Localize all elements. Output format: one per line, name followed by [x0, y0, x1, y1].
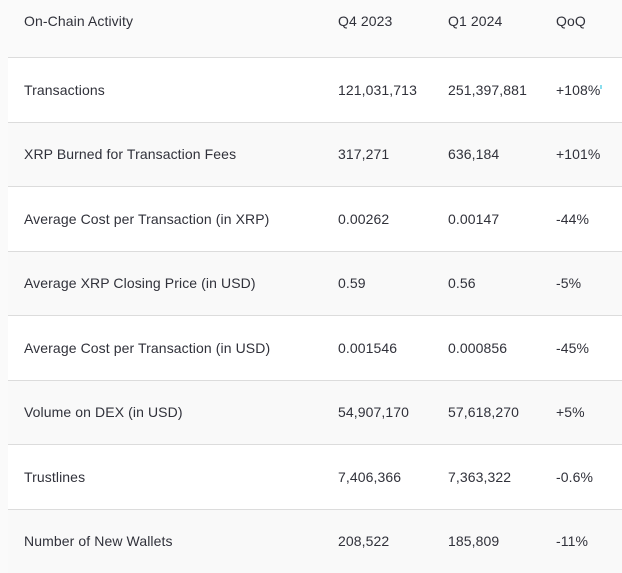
- q4-2023-value: 0.00262: [338, 210, 390, 227]
- qoq-value: -44%: [556, 210, 590, 227]
- table-row-new-wallets: Number of New Wallets 208,522 185,809 -1…: [8, 508, 622, 573]
- column-header-q4-2023: Q4 2023: [338, 13, 393, 29]
- table-row-trustlines: Trustlines 7,406,366 7,363,322 -0.6%: [8, 444, 622, 509]
- q4-2023-value: 54,907,170: [338, 404, 410, 421]
- table-row-avg-closing-price: Average XRP Closing Price (in USD) 0.59 …: [8, 250, 622, 315]
- q4-2023-value: 0.001546: [338, 339, 398, 356]
- q1-2024-value: 0.56: [448, 275, 476, 292]
- row-label: XRP Burned for Transaction Fees: [24, 146, 237, 163]
- q1-2024-value: 636,184: [448, 146, 500, 163]
- table-header-row: On-Chain Activity Q4 2023 Q1 2024 QoQ: [8, 0, 622, 57]
- qoq-value: +108%: [556, 81, 601, 98]
- column-header-q1-2024: Q1 2024: [448, 13, 503, 29]
- qoq-value: -45%: [556, 339, 590, 356]
- q4-2023-value: 317,271: [338, 146, 390, 163]
- qoq-value: -11%: [556, 533, 589, 550]
- row-label: Average Cost per Transaction (in USD): [24, 339, 271, 356]
- q1-2024-value: 185,809: [448, 533, 500, 550]
- row-label: Transactions: [24, 81, 105, 98]
- qoq-value: +101%: [556, 146, 601, 163]
- qoq-value: +5%: [556, 404, 585, 421]
- cursor-artifact-dot: [600, 85, 602, 89]
- qoq-value: -5%: [556, 275, 582, 292]
- q1-2024-value: 57,618,270: [448, 404, 520, 421]
- table-row-xrp-burned: XRP Burned for Transaction Fees 317,271 …: [8, 121, 622, 186]
- qoq-value: -0.6%: [556, 468, 594, 485]
- q1-2024-value: 251,397,881: [448, 81, 527, 98]
- table-row-dex-volume: Volume on DEX (in USD) 54,907,170 57,618…: [8, 379, 622, 444]
- table-row-transactions: Transactions 121,031,713 251,397,881 +10…: [8, 57, 622, 122]
- onchain-activity-table: On-Chain Activity Q4 2023 Q1 2024 QoQ Tr…: [8, 0, 622, 573]
- row-label: Average XRP Closing Price (in USD): [24, 275, 256, 292]
- q1-2024-value: 0.000856: [448, 339, 508, 356]
- q1-2024-value: 7,363,322: [448, 468, 512, 485]
- q1-2024-value: 0.00147: [448, 210, 500, 227]
- q4-2023-value: 0.59: [338, 275, 366, 292]
- q4-2023-value: 208,522: [338, 533, 390, 550]
- row-label: Average Cost per Transaction (in XRP): [24, 210, 270, 227]
- q4-2023-value: 121,031,713: [338, 81, 417, 98]
- table-row-avg-cost-xrp: Average Cost per Transaction (in XRP) 0.…: [8, 186, 622, 251]
- row-label: Trustlines: [24, 468, 86, 485]
- column-header-on-chain-activity: On-Chain Activity: [24, 13, 134, 29]
- q4-2023-value: 7,406,366: [338, 468, 402, 485]
- row-label: Number of New Wallets: [24, 533, 173, 550]
- row-label: Volume on DEX (in USD): [24, 404, 183, 421]
- column-header-qoq: QoQ: [556, 13, 586, 29]
- table-row-avg-cost-usd: Average Cost per Transaction (in USD) 0.…: [8, 315, 622, 380]
